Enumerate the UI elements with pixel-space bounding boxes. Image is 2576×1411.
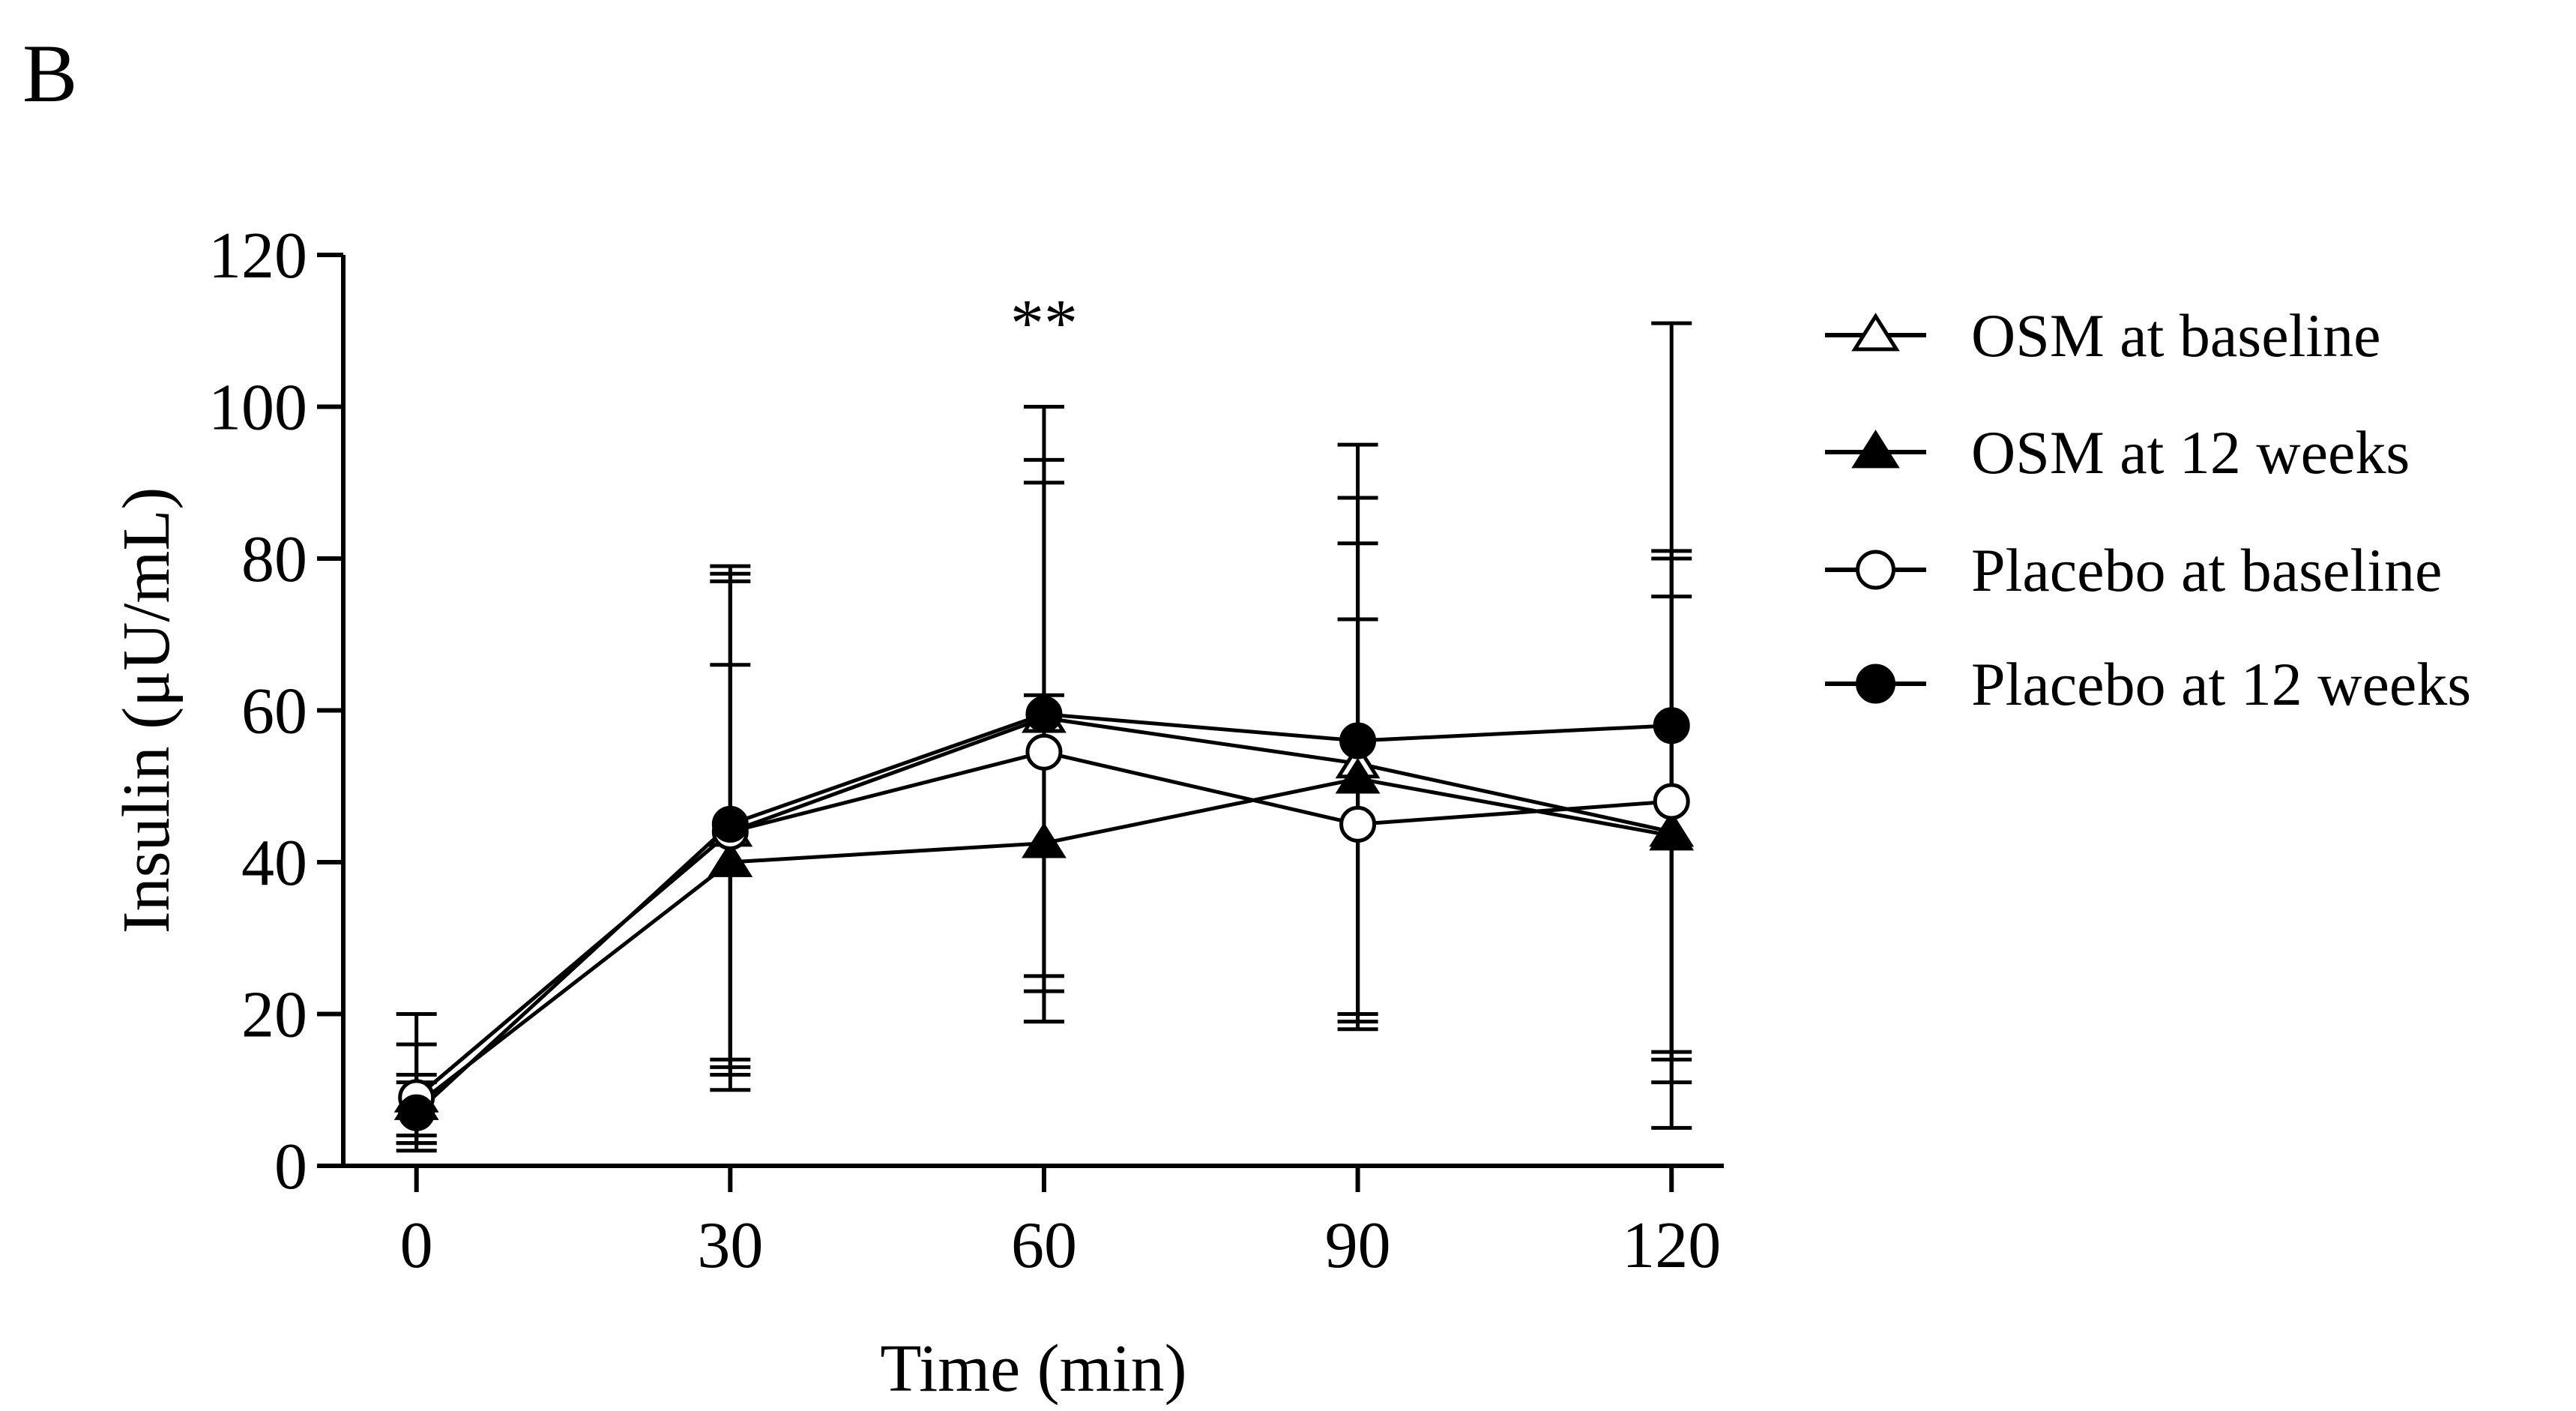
data-point bbox=[1339, 805, 1377, 843]
y-axis-title: Insulin (μU/mL) bbox=[109, 487, 184, 934]
x-axis-title: Time (min) bbox=[880, 1332, 1186, 1406]
legend-marker bbox=[1851, 313, 1900, 352]
y-tick-label: 80 bbox=[241, 523, 307, 596]
data-point bbox=[1025, 733, 1063, 771]
significance-annotation: ** bbox=[1010, 286, 1078, 361]
legend-marker bbox=[1856, 664, 1895, 704]
data-point bbox=[1653, 707, 1690, 744]
legend-marker bbox=[1856, 550, 1895, 590]
data-point bbox=[1339, 722, 1377, 759]
y-tick-label: 100 bbox=[208, 372, 307, 445]
panel-label: B bbox=[22, 28, 77, 119]
legend-label: Placebo at baseline bbox=[1971, 536, 2442, 604]
data-point bbox=[711, 805, 749, 843]
x-tick-label: 60 bbox=[1011, 1209, 1077, 1282]
legend-label: Placebo at 12 weeks bbox=[1971, 650, 2471, 718]
y-tick-label: 40 bbox=[241, 827, 307, 900]
y-tick-label: 60 bbox=[241, 676, 307, 748]
x-tick-label: 120 bbox=[1622, 1209, 1721, 1282]
legend: OSM at baseline OSM at 12 weeks Placebo at… bbox=[1825, 301, 2471, 718]
series-markers bbox=[393, 696, 1695, 1131]
legend-label: OSM at 12 weeks bbox=[1971, 418, 2410, 487]
y-tick-label: 0 bbox=[274, 1131, 307, 1203]
y-tick-label: 120 bbox=[208, 220, 307, 292]
x-tick-label: 30 bbox=[697, 1209, 763, 1282]
data-point bbox=[708, 841, 753, 877]
x-tick-label: 0 bbox=[400, 1209, 433, 1282]
axes: 0 20 40 60 80 100 120 0 30 60 90 120 bbox=[208, 220, 1724, 1282]
x-tick-label: 90 bbox=[1325, 1209, 1391, 1282]
data-point bbox=[1649, 814, 1695, 851]
y-tick-label: 20 bbox=[241, 979, 307, 1052]
data-point bbox=[1025, 696, 1063, 733]
legend-label: OSM at baseline bbox=[1971, 301, 2381, 370]
legend-marker bbox=[1851, 430, 1900, 469]
data-point bbox=[1335, 757, 1381, 794]
data-point bbox=[398, 1094, 435, 1131]
data-point bbox=[1022, 822, 1067, 858]
data-point bbox=[1653, 783, 1690, 820]
